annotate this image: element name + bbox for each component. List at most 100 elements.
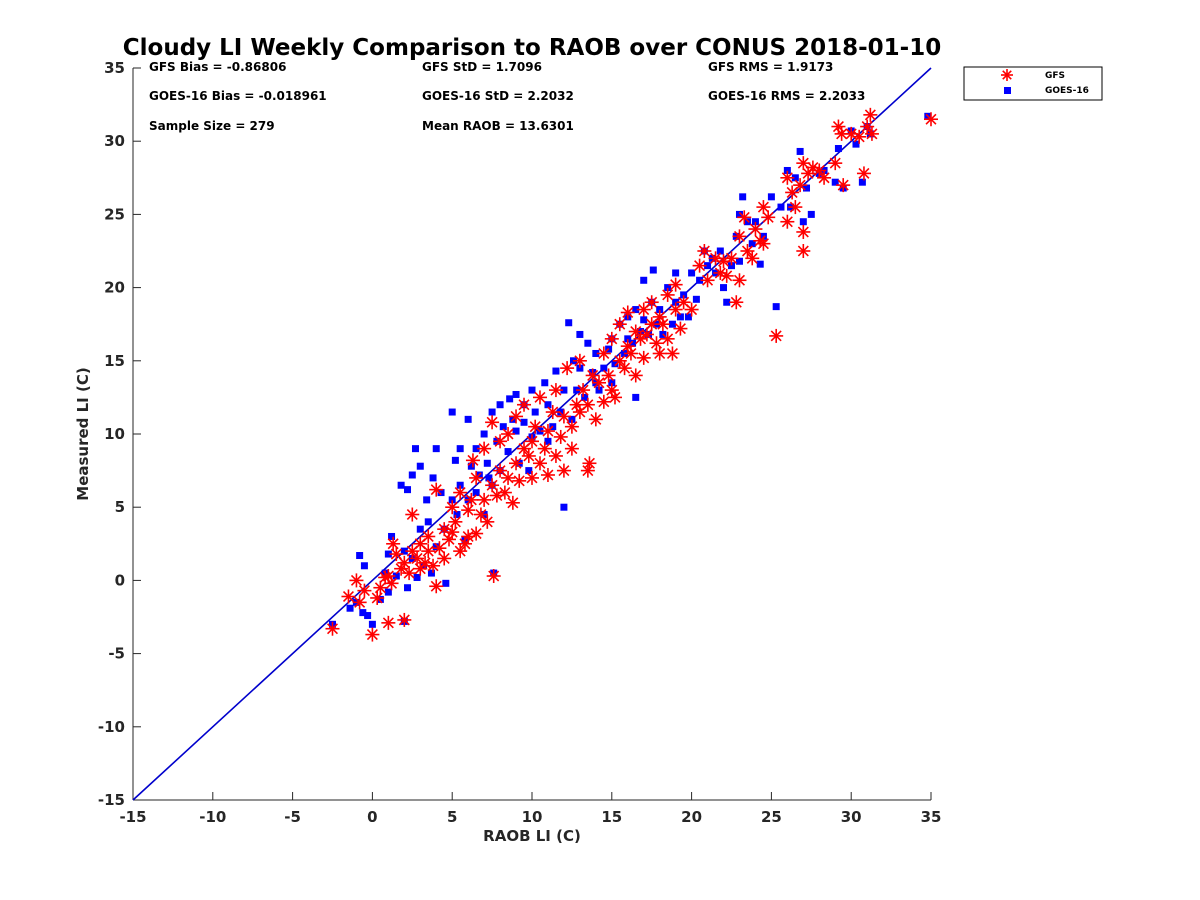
gfs-point (381, 615, 396, 630)
goes-point (512, 427, 520, 435)
goes-point (807, 210, 815, 218)
goes-point (748, 240, 756, 248)
y-tick-label: 35 (104, 59, 125, 77)
goes-point (858, 178, 866, 186)
goes-point (664, 284, 672, 292)
legend-goes-label: GOES-16 (1045, 86, 1089, 96)
goes-point (608, 379, 616, 387)
gfs-point (864, 126, 879, 141)
goes-point (581, 393, 589, 401)
gfs-point (386, 536, 401, 551)
goes-point (432, 445, 440, 453)
goes-point (803, 184, 811, 192)
gfs-point (548, 383, 563, 398)
gfs-point (397, 612, 412, 627)
goes-point (464, 415, 472, 423)
gfs-point (445, 500, 460, 515)
gfs-point (540, 467, 555, 482)
gfs-point (684, 302, 699, 317)
x-tick-label: 0 (367, 808, 377, 826)
gfs-point (748, 222, 763, 237)
goes-point (453, 511, 461, 519)
gfs-point (592, 375, 607, 390)
goes-point (799, 218, 807, 226)
goes-point (506, 395, 514, 403)
goes-point (735, 210, 743, 218)
gfs-point (639, 327, 654, 342)
gfs-point (532, 456, 547, 471)
goes-point (751, 218, 759, 226)
goes-point (397, 481, 405, 489)
gfs-point (796, 224, 811, 239)
gfs-point (512, 473, 527, 488)
goes-point (427, 569, 435, 577)
gfs-point (612, 317, 627, 332)
goes-point (480, 430, 488, 438)
goes-point (557, 408, 565, 416)
goes-point (600, 364, 608, 372)
goes-point (720, 284, 728, 292)
gfs-point (612, 353, 627, 368)
gfs-point (556, 409, 571, 424)
gfs-point (453, 544, 468, 559)
goes-point (504, 448, 512, 456)
goes-point (531, 408, 539, 416)
goes-point (456, 445, 464, 453)
goes-point (356, 552, 364, 560)
gfs-point (580, 397, 595, 412)
goes-point (595, 386, 603, 394)
y-tick-label: 30 (104, 132, 125, 150)
gfs-point (497, 485, 512, 500)
goes-point (376, 595, 384, 603)
gfs-point (501, 470, 516, 485)
gfs-point (788, 200, 803, 215)
gfs-point (628, 324, 643, 339)
legend-gfs-label: GFS (1045, 71, 1065, 81)
gfs-point (564, 441, 579, 456)
goes-point (388, 532, 396, 540)
goes-point (576, 330, 584, 338)
gfs-point (623, 346, 638, 361)
legend-gfs-asterisk (1001, 69, 1013, 81)
goes-point (676, 313, 684, 321)
gfs-point (349, 573, 364, 588)
gfs-point (652, 346, 667, 361)
gfs-point (796, 244, 811, 258)
goes-point (772, 303, 780, 311)
gfs-point (660, 287, 675, 302)
gfs-point (421, 529, 436, 544)
gfs-point (464, 492, 479, 507)
axes: -15 -10 -5 0 5 10 15 20 25 30 35 -15 -10 -5 0 5 10 15 20 25… (98, 59, 942, 826)
gfs-point (461, 503, 476, 518)
goes-point (359, 609, 367, 617)
gfs-point (697, 244, 712, 258)
gfs-point (732, 273, 747, 288)
gfs-point (553, 429, 568, 444)
goes-point (759, 232, 767, 240)
gfs-point (485, 478, 500, 493)
goes-point (520, 418, 528, 426)
goes-point (777, 203, 785, 211)
goes-point (756, 260, 764, 268)
gfs-point (582, 456, 597, 471)
x-tick-label: 35 (921, 808, 942, 826)
goes-point (767, 193, 775, 201)
gfs-point (357, 583, 372, 598)
goes-point (796, 147, 804, 155)
goes-point (360, 562, 368, 570)
goes-point (472, 489, 480, 497)
gfs-point (596, 346, 611, 361)
goes-point (852, 140, 860, 148)
goes-point (704, 262, 712, 270)
goes-point (488, 408, 496, 416)
goes-point (649, 266, 657, 274)
goes-point (592, 349, 600, 357)
gfs-point (429, 579, 444, 594)
gfs-point (572, 353, 587, 368)
gfs-point (836, 178, 851, 193)
legend-goes-marker (1004, 87, 1011, 94)
gfs-point (501, 427, 516, 441)
gfs-point (729, 295, 744, 310)
goes-point (485, 474, 493, 482)
